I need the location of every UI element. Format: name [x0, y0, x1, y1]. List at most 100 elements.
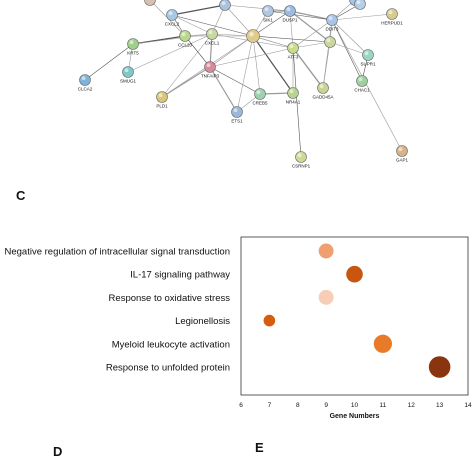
x-tick-label: 11: [380, 402, 387, 409]
data-point: [318, 243, 334, 259]
network-edge: [252, 35, 261, 95]
network-edge: [84, 43, 134, 81]
network-edge: [331, 19, 369, 56]
network-edge: [224, 4, 254, 37]
network-node-label: SMUG1: [120, 79, 137, 84]
network-edge: [209, 47, 294, 68]
network-node: CSRNP1: [292, 151, 311, 169]
network-edge: [289, 10, 331, 43]
network-edge: [161, 66, 211, 98]
network-node-highlight: [289, 89, 294, 94]
network-node-circle: [324, 36, 336, 48]
network-nodes: KRT5 SMUG1 CLCA2 PLD1 CCL20 CXCL1 CXCL2 TNFAIP3…: [78, 0, 408, 169]
panel-letter-c: C: [16, 188, 26, 203]
network-node-highlight: [286, 7, 291, 12]
network-node-label: ETS1: [231, 119, 243, 124]
network-node-circle: [362, 49, 374, 61]
network-node-circle: [219, 0, 231, 11]
network-node-highlight: [364, 51, 369, 56]
network-node-circle: [295, 151, 307, 163]
network-node-highlight: [181, 32, 186, 37]
category-label: Negative regulation of intracellular sig…: [5, 247, 231, 258]
network-node-label: SIK1: [263, 18, 273, 23]
network-edge: [236, 35, 254, 113]
network-node-highlight: [129, 40, 134, 45]
network-node-label: CCL20: [178, 43, 193, 48]
network-node: [246, 29, 260, 43]
network-node-circle: [204, 61, 216, 73]
network-node-label: GADD45A: [312, 95, 333, 100]
network-node-circle: [254, 88, 266, 100]
network-node-circle: [396, 145, 408, 157]
network-node-highlight: [81, 76, 86, 81]
network-edge: [209, 66, 238, 113]
network-node-highlight: [358, 77, 363, 82]
dot-plot-canvas: Negative regulation of intracellular sig…: [5, 236, 472, 420]
network-node-highlight: [233, 108, 238, 113]
network-node-highlight: [398, 147, 403, 152]
data-point: [428, 356, 451, 378]
network-node-label: SUPR1: [360, 62, 376, 67]
network-edge: [289, 10, 333, 21]
network-node: DDIT3: [325, 14, 339, 32]
network-node-highlight: [124, 68, 129, 73]
network-edge: [209, 35, 254, 68]
network-node-label: HERPUD1: [381, 21, 403, 26]
network-node-highlight: [256, 90, 261, 95]
network-node: GADD45A: [312, 82, 334, 100]
network-node-circle: [127, 38, 139, 50]
network-node-circle: [287, 87, 299, 99]
network-edge: [184, 35, 211, 68]
network-edge: [252, 10, 291, 37]
network-node-highlight: [326, 38, 331, 43]
network-node-highlight: [356, 0, 361, 5]
data-point: [318, 289, 334, 305]
network-node: CREB5: [252, 88, 268, 106]
network-node-circle: [386, 8, 398, 20]
network-node: KRT5: [127, 38, 139, 56]
network-edge: [171, 14, 254, 37]
network-node-highlight: [297, 153, 302, 158]
network-edge: [209, 66, 261, 95]
network-node-highlight: [158, 93, 163, 98]
network-edge: [329, 41, 369, 56]
network-node: SMUG1: [120, 66, 137, 84]
network-node: [144, 0, 156, 6]
network-node-label: ATF3: [288, 55, 299, 60]
network-node: HERPUD1: [381, 8, 403, 26]
network-node-highlight: [264, 7, 269, 12]
network-node: ETS1: [231, 106, 243, 124]
network-node-highlight: [289, 44, 294, 49]
network-node: CCL20: [178, 30, 193, 48]
network-edge: [211, 33, 254, 37]
network-node-highlight: [249, 31, 254, 37]
network-node-label: CXCL2: [165, 22, 180, 27]
network-node: GAP1: [396, 145, 408, 163]
network-node-highlight: [168, 11, 173, 16]
category-label: Response to oxidative stress: [109, 293, 231, 304]
network-node-label: CLCA2: [78, 87, 93, 92]
network-edge: [292, 47, 324, 89]
network-node-circle: [284, 5, 296, 17]
network-node-circle: [317, 82, 329, 94]
network-node-highlight: [388, 10, 393, 15]
enrichment-dot-plot: Negative regulation of intracellular sig…: [0, 225, 474, 425]
network-node-label: CXCL1: [205, 41, 220, 46]
network-node: CXCL1: [205, 28, 220, 46]
network-edge: [252, 35, 331, 43]
x-tick-label: 12: [408, 402, 416, 409]
network-node-highlight: [319, 84, 324, 89]
network-node-label: TNFAIP3: [201, 74, 220, 79]
network-node-circle: [246, 29, 260, 43]
network-edge: [267, 10, 333, 21]
x-tick-label: 10: [351, 402, 359, 409]
network-node: CXCL2: [165, 9, 180, 27]
network-node-label: CREB5: [252, 101, 268, 106]
network-edge: [171, 4, 226, 16]
protein-network: KRT5 SMUG1 CLCA2 PLD1 CCL20 CXCL1 CXCL2 TNFAIP3…: [0, 0, 474, 170]
network-node-label: DDIT3: [325, 27, 338, 32]
network-node-label: KRT5: [127, 51, 139, 56]
category-label: Myeloid leukocyte activation: [112, 339, 230, 350]
network-node-label: DUSP1: [282, 18, 298, 23]
network-edge: [292, 47, 302, 158]
